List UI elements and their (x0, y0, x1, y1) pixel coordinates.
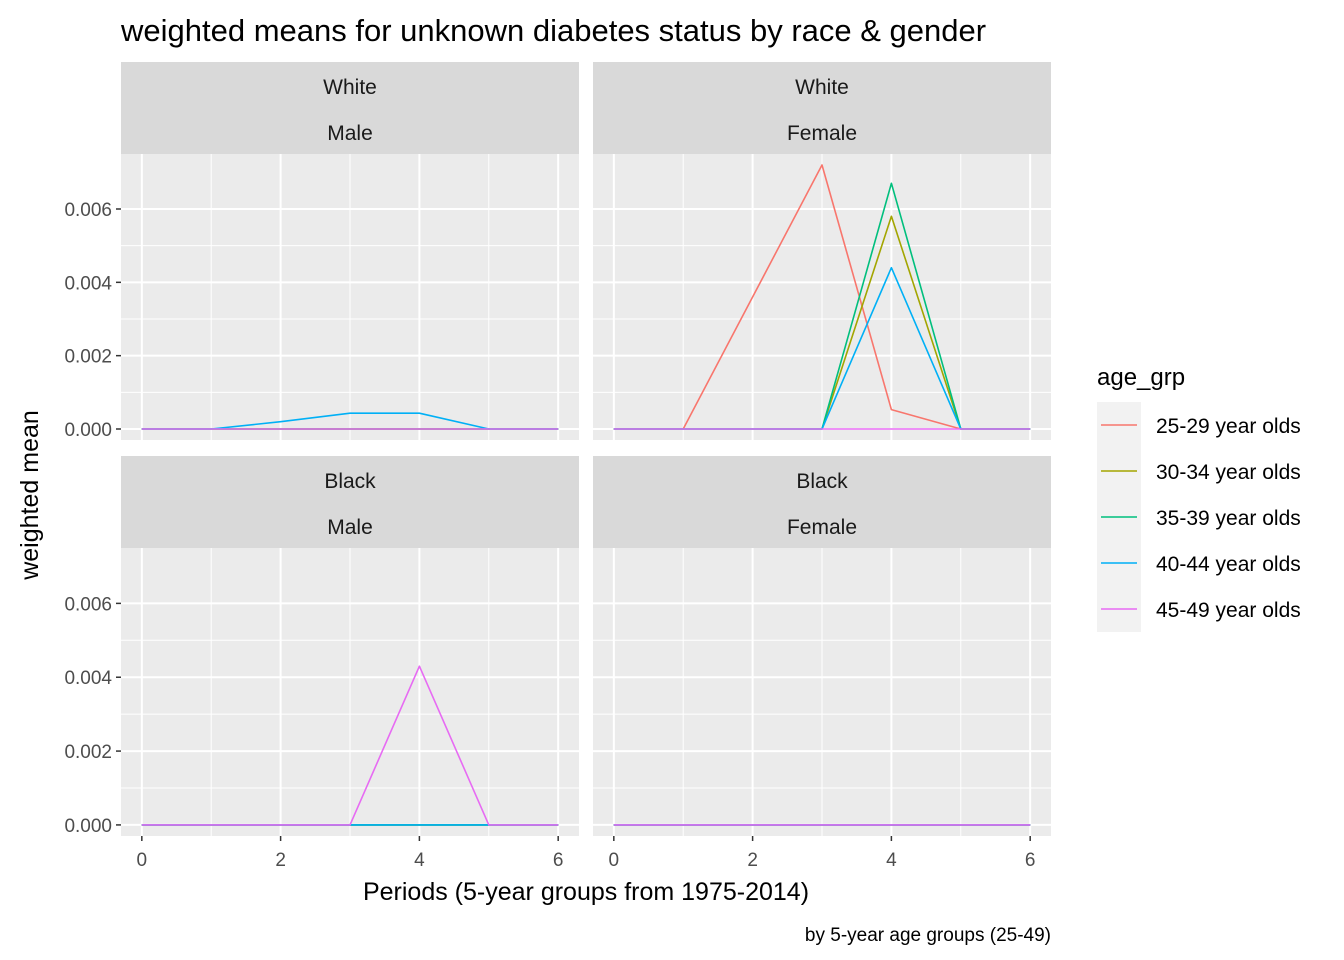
facet-strip (593, 456, 1051, 548)
y-tick-label: 0.002 (64, 742, 112, 763)
legend-item: 40-44 year olds (1097, 540, 1301, 586)
legend: age_grp 25-29 year olds 30-34 year olds 35… (1097, 364, 1301, 632)
legend-item: 35-39 year olds (1097, 494, 1301, 540)
y-axis-title: weighted mean (16, 410, 44, 581)
strip-label-gender: Male (327, 516, 373, 539)
strip-label-race: White (323, 76, 377, 99)
y-tick-label: 0.002 (64, 347, 112, 368)
y-tick-label: 0.004 (64, 273, 112, 294)
x-tick-label: 2 (275, 850, 286, 871)
x-tick-label: 2 (747, 850, 758, 871)
legend-item: 45-49 year olds (1097, 586, 1301, 632)
x-tick-label: 6 (553, 850, 564, 871)
legend-label: 40-44 year olds (1156, 553, 1301, 576)
facet-panels: White Male 0.000 0.002 0.004 0.006 White Female… (64, 62, 1051, 871)
facet-panel: White Female (593, 62, 1051, 440)
series-line (141, 665, 559, 826)
facet-strip (121, 456, 579, 548)
y-tick-label: 0.000 (64, 816, 112, 837)
chart-caption: by 5-year age groups (25-49) (805, 925, 1051, 946)
strip-label-gender: Female (787, 516, 857, 539)
strip-label-race: Black (324, 470, 376, 493)
facet-panel: Black Female 0 2 4 6 (593, 456, 1051, 871)
legend-title: age_grp (1097, 364, 1185, 391)
facet-strip (593, 62, 1051, 154)
y-tick-label: 0.000 (64, 420, 112, 441)
chart-title: weighted means for unknown diabetes stat… (120, 13, 986, 48)
legend-label: 35-39 year olds (1156, 507, 1301, 530)
facet-panel: White Male 0.000 0.002 0.004 0.006 (64, 62, 579, 441)
strip-label-race: White (795, 76, 849, 99)
strip-label-gender: Female (787, 122, 857, 145)
y-tick-label: 0.004 (64, 668, 112, 689)
x-tick-label: 4 (886, 850, 897, 871)
y-tick-label: 0.006 (64, 200, 112, 221)
x-tick-label: 6 (1025, 850, 1036, 871)
facet-panel: Black Male 0.000 0.002 0.004 0.006 0 2 4 6 (64, 456, 579, 871)
x-axis-title: Periods (5-year groups from 1975-2014) (363, 878, 809, 906)
legend-label: 30-34 year olds (1156, 461, 1301, 484)
x-tick-label: 0 (137, 850, 148, 871)
legend-label: 25-29 year olds (1156, 415, 1301, 438)
x-tick-label: 4 (414, 850, 425, 871)
x-tick-label: 0 (609, 850, 620, 871)
legend-item: 30-34 year olds (1097, 448, 1301, 494)
legend-label: 45-49 year olds (1156, 599, 1301, 622)
y-tick-label: 0.006 (64, 594, 112, 615)
facet-strip (121, 62, 579, 154)
strip-label-race: Black (796, 470, 848, 493)
legend-item: 25-29 year olds (1097, 402, 1301, 448)
strip-label-gender: Male (327, 122, 373, 145)
